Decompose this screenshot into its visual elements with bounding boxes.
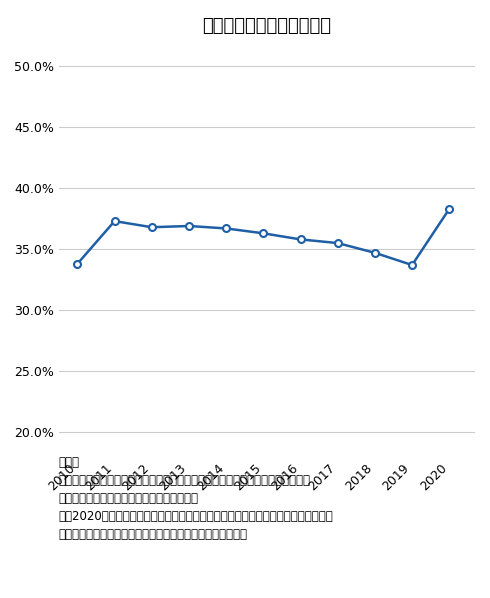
Text: （注）
１　「自動車輸送統計年報（国土交通省総合政策局情報政策本部）」より作成。
２　積載効率＝輸送トンキロ／能力トンキロ
３　2020年分調査から調査方法及び: （注） １ 「自動車輸送統計年報（国土交通省総合政策局情報政策本部）」より作成。…	[59, 456, 334, 541]
Title: 貨物自動車の積載率の推移: 貨物自動車の積載率の推移	[202, 17, 332, 35]
